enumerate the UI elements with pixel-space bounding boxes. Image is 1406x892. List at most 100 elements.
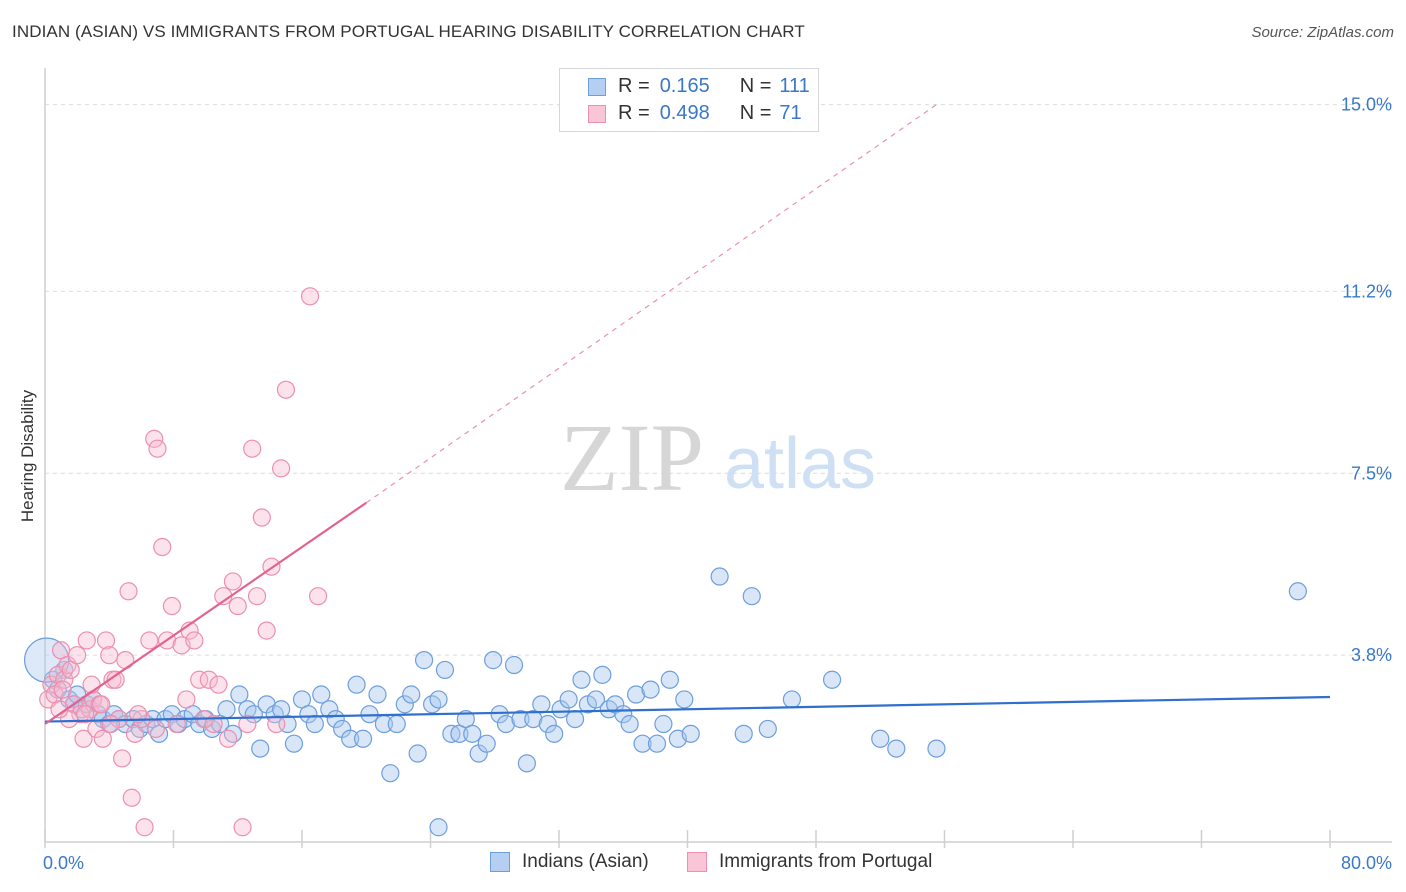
trend-line-portugal <box>44 501 367 725</box>
legend-item-indians[interactable]: Indians (Asian) <box>490 851 649 873</box>
data-point <box>341 729 360 748</box>
y-tick-label: 7.5% <box>1351 463 1392 483</box>
r-value: 0.165 <box>659 75 710 97</box>
data-point <box>276 380 296 399</box>
data-point <box>429 690 448 709</box>
data-point <box>204 714 223 734</box>
data-point <box>572 670 591 689</box>
data-point <box>565 709 585 729</box>
data-point <box>320 700 339 719</box>
data-point <box>58 655 77 675</box>
data-point <box>414 651 434 670</box>
data-point <box>675 690 694 709</box>
data-point <box>199 670 218 689</box>
axis-labels: 3.8% 7.5% 11.2% 15.0% 0.0% 80.0% <box>43 95 1392 873</box>
data-point <box>387 714 406 734</box>
data-point <box>267 714 286 734</box>
data-point <box>312 685 331 704</box>
data-point <box>228 596 247 616</box>
data-point <box>545 724 564 743</box>
data-point <box>252 508 271 527</box>
trend-lines <box>44 104 1331 725</box>
r-label: R = <box>618 102 650 124</box>
data-point <box>100 646 119 665</box>
data-point <box>435 660 455 680</box>
data-point <box>408 744 427 763</box>
data-point <box>532 695 551 714</box>
data-point <box>490 705 509 724</box>
data-point <box>106 670 125 689</box>
n-value: 111 <box>779 75 810 97</box>
blue-swatch <box>588 77 606 96</box>
data-point <box>148 439 167 458</box>
data-point <box>284 734 304 753</box>
n-label: N = <box>739 75 772 97</box>
data-point <box>654 714 673 734</box>
n-label: N = <box>739 102 772 124</box>
data-point <box>620 714 639 734</box>
data-point <box>641 680 660 699</box>
correlation-stats-box: R = 0.165 N = 111 R = 0.498 N = 71 <box>559 68 819 132</box>
data-point <box>68 646 87 665</box>
data-point <box>504 655 524 675</box>
data-point <box>119 582 138 601</box>
data-point <box>230 685 249 704</box>
legend-swatch-pink <box>687 852 707 872</box>
gridlines <box>45 104 1392 656</box>
data-point <box>647 734 667 753</box>
data-point <box>243 439 262 458</box>
data-point <box>368 685 387 704</box>
y-tick-label: 15.0% <box>1341 95 1392 115</box>
data-point <box>112 749 132 768</box>
data-point <box>758 719 777 739</box>
stats-row-portugal: R = 0.498 N = 71 <box>560 100 802 127</box>
data-point <box>308 587 328 606</box>
data-point <box>402 685 421 704</box>
data-point <box>1288 582 1307 601</box>
data-point <box>395 695 414 714</box>
data-point <box>96 631 116 650</box>
data-point <box>257 621 276 640</box>
data-point <box>116 651 135 670</box>
data-point <box>887 739 906 758</box>
data-point <box>681 724 700 743</box>
data-point <box>209 675 228 694</box>
data-point <box>305 714 324 734</box>
data-point <box>353 729 373 748</box>
data-point <box>238 714 257 734</box>
data-point <box>463 724 482 743</box>
legend-label: Immigrants from Portugal <box>719 851 933 872</box>
r-value: 0.498 <box>659 102 710 124</box>
x-tick-label-max: 80.0% <box>1341 853 1392 873</box>
data-point <box>272 459 291 478</box>
data-point <box>782 690 802 709</box>
data-point <box>593 665 612 684</box>
data-point <box>742 587 761 606</box>
watermark-zip: ZIP <box>560 404 704 511</box>
data-point <box>233 818 252 837</box>
data-point <box>660 670 679 689</box>
y-axis-title: Hearing Disability <box>18 389 37 523</box>
x-tick-label-min: 0.0% <box>43 853 84 873</box>
data-point <box>53 680 72 699</box>
data-point <box>140 631 159 650</box>
legend-item-portugal[interactable]: Immigrants from Portugal <box>687 851 932 873</box>
data-point <box>927 739 946 758</box>
data-point <box>185 631 204 650</box>
data-point <box>429 818 448 837</box>
data-point <box>633 734 652 753</box>
legend-label: Indians (Asian) <box>522 851 649 872</box>
legend-swatch-blue <box>490 852 510 872</box>
data-point <box>477 734 496 753</box>
data-point <box>135 818 154 837</box>
data-point <box>251 739 270 758</box>
data-point <box>734 724 753 743</box>
data-point <box>299 705 318 724</box>
data-point <box>74 729 93 748</box>
n-value: 71 <box>779 102 802 124</box>
data-point <box>484 651 503 670</box>
y-tick-label: 11.2% <box>1342 281 1392 301</box>
data-point <box>871 729 890 748</box>
data-point <box>153 537 172 557</box>
